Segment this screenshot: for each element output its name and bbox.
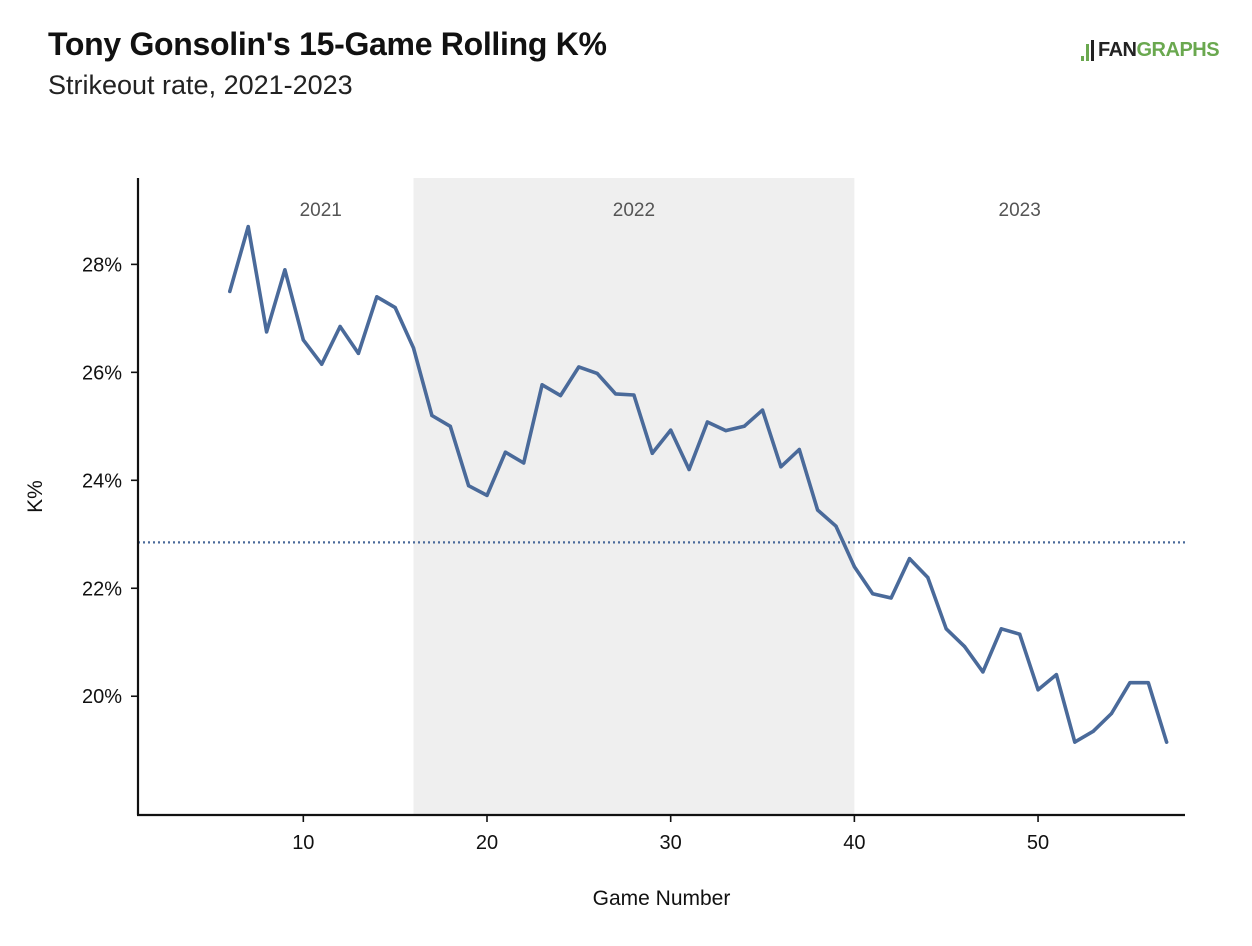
y-tick-label: 26% — [82, 362, 122, 384]
fangraphs-logo[interactable]: FANGRAPHS — [1080, 38, 1220, 62]
data-point — [779, 465, 783, 469]
season-bands: 2021 2022 2023 — [300, 178, 1041, 815]
data-point — [632, 393, 636, 397]
season-band-2022 — [413, 178, 855, 815]
data-point — [834, 524, 838, 528]
data-point — [522, 461, 526, 465]
data-point — [1018, 632, 1022, 636]
data-point — [1128, 681, 1132, 685]
data-point — [338, 324, 342, 329]
data-point — [907, 556, 912, 561]
series-line — [228, 224, 1169, 744]
season-label: 2022 — [613, 200, 655, 221]
data-point — [687, 467, 691, 472]
y-tick-label: 28% — [82, 254, 122, 276]
series-group — [228, 224, 1169, 744]
data-point — [760, 408, 765, 412]
data-point — [283, 268, 287, 272]
x-tick-label: 30 — [660, 832, 682, 854]
data-point — [1091, 729, 1095, 733]
data-point — [503, 450, 507, 454]
x-axis-title: Game Number — [593, 887, 731, 910]
data-point — [430, 413, 434, 418]
data-point — [558, 393, 563, 398]
data-point — [871, 592, 875, 596]
data-point — [228, 289, 232, 293]
data-point — [669, 428, 673, 432]
data-point — [816, 508, 820, 512]
data-point — [485, 493, 489, 498]
data-point — [926, 575, 930, 580]
data-point — [944, 627, 948, 631]
data-point — [467, 484, 471, 488]
data-point — [540, 383, 544, 387]
fangraphs-logo-icon — [1081, 40, 1094, 61]
data-point — [724, 429, 728, 433]
data-point — [981, 670, 985, 674]
data-point — [356, 351, 361, 356]
data-point — [1109, 711, 1114, 716]
y-axis-title: K% — [24, 480, 47, 513]
data-point — [999, 627, 1003, 631]
data-point — [1146, 681, 1150, 685]
chart-subtitle: Strikeout rate, 2021-2023 — [48, 70, 353, 100]
data-point — [797, 447, 801, 452]
y-tick-label: 20% — [82, 686, 122, 708]
data-point — [448, 424, 452, 428]
data-point — [1073, 740, 1077, 744]
season-label: 2023 — [999, 200, 1041, 221]
y-tick-label: 24% — [82, 470, 122, 492]
data-point — [889, 596, 893, 600]
data-point — [1036, 688, 1040, 692]
data-point — [246, 224, 250, 229]
data-point — [577, 365, 581, 369]
chart-title: Tony Gonsolin's 15-Game Rolling K% — [48, 26, 607, 62]
data-point — [393, 305, 397, 310]
data-point — [411, 346, 416, 350]
x-tick-label: 20 — [476, 832, 498, 854]
season-label: 2021 — [300, 200, 342, 221]
ticks-group: 10 20 30 40 50 20% 22% 24% 26% 28% — [82, 254, 1049, 854]
data-point — [1165, 740, 1169, 744]
data-point — [742, 424, 746, 428]
data-point — [320, 362, 324, 366]
axes-group — [136, 178, 1185, 817]
data-point — [852, 565, 856, 569]
data-point — [1054, 673, 1059, 677]
data-point — [613, 392, 618, 396]
y-tick-label: 22% — [82, 578, 122, 600]
x-tick-label: 40 — [843, 832, 865, 854]
data-point — [962, 644, 967, 649]
data-point — [375, 295, 379, 299]
logo-text-fan: FAN — [1098, 38, 1137, 61]
data-point — [595, 371, 599, 376]
logo-text-graphs: GRAPHS — [1136, 38, 1220, 61]
data-point — [705, 420, 710, 424]
x-tick-label: 50 — [1027, 832, 1049, 854]
data-point — [301, 338, 305, 342]
x-tick-label: 10 — [292, 832, 314, 854]
data-point — [264, 330, 269, 334]
data-point — [650, 451, 654, 455]
